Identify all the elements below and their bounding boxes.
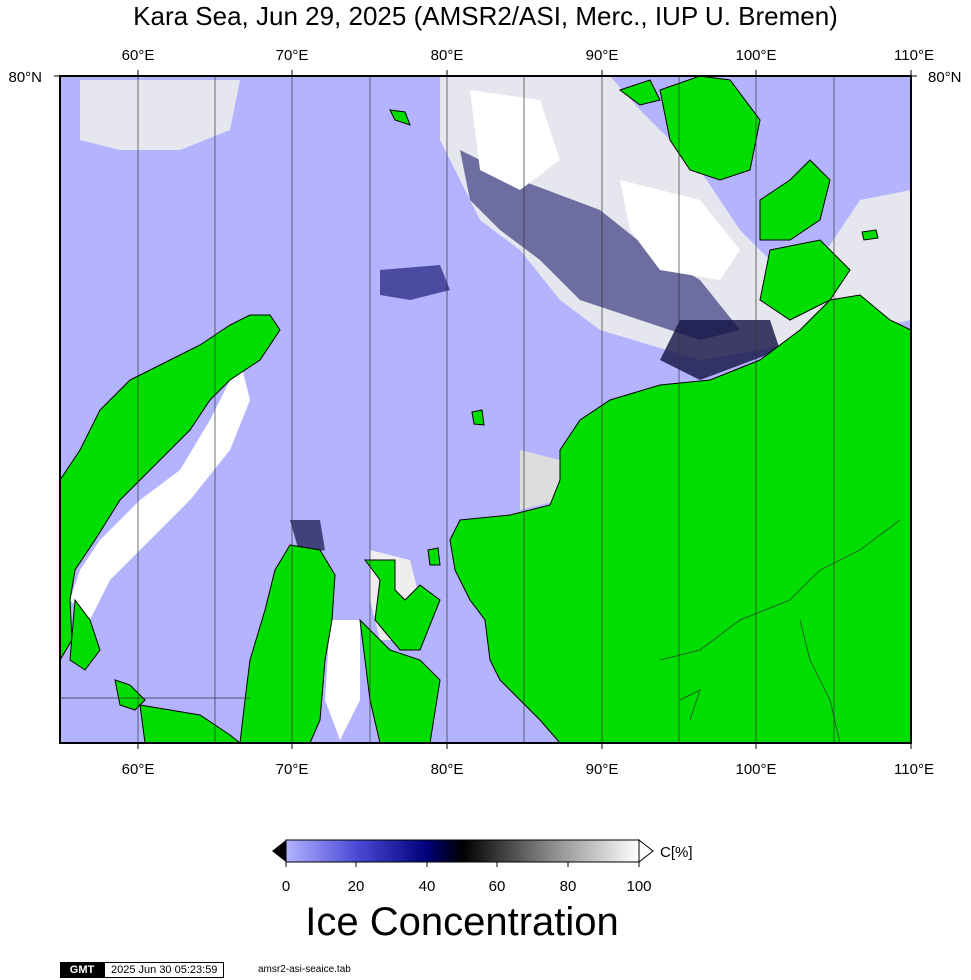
top-tick-label: 110°E [894,47,934,64]
bottom-tick-label: 100°E [735,761,776,778]
graticule [60,76,835,743]
colorbar: 0 20 40 60 80 100 C[%] [272,838,693,895]
colorbar-tick-label: 40 [419,878,436,895]
gydan [359,559,441,743]
bottom-tick-label: 80°E [431,761,464,778]
footer-filename: amsr2-asi-seaice.tab [258,964,351,975]
map-area [60,76,911,743]
colorbar-left-arrow [272,840,286,862]
land [60,76,911,743]
footer-timestamp: 2025 Jun 30 05:23:59 [104,962,225,978]
rivers [659,519,901,743]
map-title: Kara Sea, Jun 29, 2025 (AMSR2/ASI, Merc.… [133,1,838,31]
colorbar-tick-label: 20 [348,878,365,895]
taymyr-mainland [449,294,911,743]
yamal [239,544,336,743]
bottom-tick-label: 70°E [276,761,309,778]
top-tick-label: 90°E [586,47,619,64]
colorbar-tick-label: 100 [626,878,651,895]
bottom-tick-label: 110°E [894,761,934,778]
lat-label-left: 80°N [8,69,42,86]
tick-marks [54,70,917,749]
colorbar-gradient [285,839,640,863]
bottom-tick-label: 60°E [122,761,155,778]
colorbar-tick-label: 80 [560,878,577,895]
top-tick-label: 80°E [431,47,464,64]
top-tick-label: 70°E [276,47,309,64]
colorbar-title: Ice Concentration [305,900,619,944]
severnaya-zemlya [659,76,761,181]
map-frame [59,75,912,744]
lat-label-right: 80°N [928,69,962,86]
top-tick-label: 100°E [735,47,776,64]
bottom-tick-label: 90°E [586,761,619,778]
colorbar-right-arrow [638,838,654,864]
colorbar-tick-label: 60 [489,878,506,895]
novaya-zemlya [60,314,281,661]
top-tick-label: 60°E [122,47,155,64]
colorbar-unit: C[%] [660,844,693,861]
colorbar-tick-label: 0 [282,878,290,895]
gmt-logo: GMT [60,962,104,978]
